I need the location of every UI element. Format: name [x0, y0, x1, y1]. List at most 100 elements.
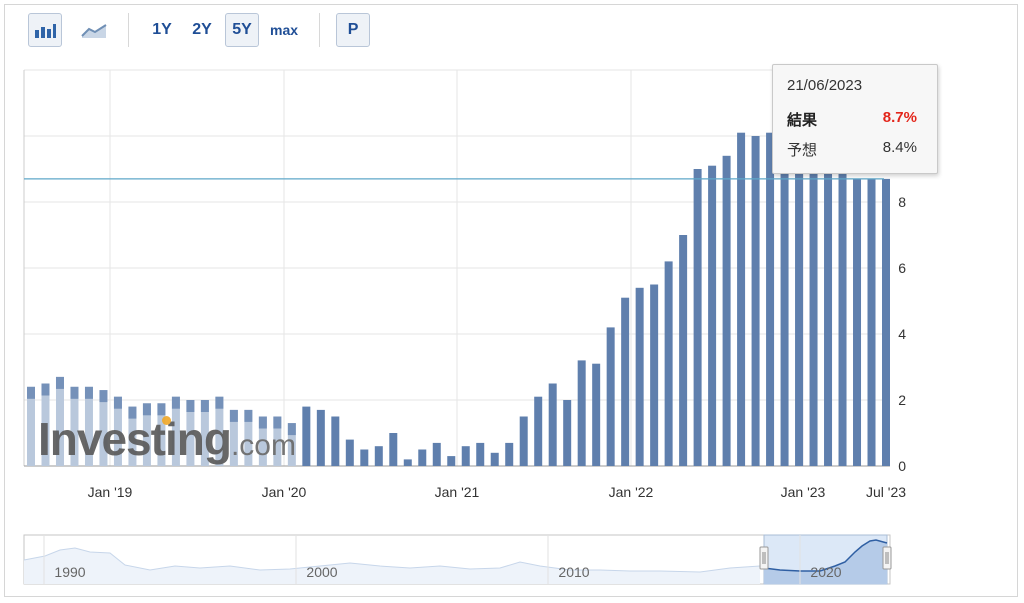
data-bar-cap — [229, 409, 238, 422]
data-bar — [722, 155, 731, 467]
x-tick-label: Jan '22 — [609, 484, 654, 500]
toolbar-divider — [319, 13, 321, 47]
data-bar — [418, 449, 427, 466]
toolbar-divider — [128, 13, 129, 47]
data-bar — [157, 403, 166, 466]
x-tick-label: Jan '21 — [435, 484, 480, 500]
data-bar — [273, 416, 282, 466]
navigator-year-label: 2000 — [306, 564, 337, 580]
data-bar — [128, 406, 137, 466]
navigator-left-handle[interactable] — [759, 546, 769, 570]
x-tick-label: Jan '19 — [88, 484, 133, 500]
data-bar-cap — [200, 400, 209, 412]
watermark-dot-icon — [162, 416, 171, 425]
watermark-suffix: .com — [230, 429, 296, 462]
data-bar — [664, 261, 673, 466]
data-bar — [490, 452, 499, 466]
bar-chart-icon — [35, 24, 56, 38]
data-bar — [316, 409, 325, 466]
data-bar — [200, 400, 209, 466]
data-bar — [795, 132, 804, 466]
navigator-history-line — [23, 547, 761, 573]
tooltip-forecast-label: 予想 — [787, 142, 818, 159]
range-5y-button[interactable]: 5Y — [225, 13, 259, 47]
line-chart-button[interactable] — [76, 13, 112, 47]
data-bar — [258, 416, 267, 466]
data-bar-cap — [55, 376, 64, 389]
data-bar — [186, 400, 195, 466]
data-bar — [882, 178, 890, 466]
data-bar — [55, 376, 64, 466]
data-bar — [505, 442, 514, 466]
p-button[interactable]: P — [336, 13, 371, 47]
data-bar-cap — [244, 409, 253, 422]
data-bar — [215, 396, 224, 466]
data-bar-cap — [70, 386, 79, 399]
data-bar — [171, 396, 180, 466]
y-tick-label: 0 — [898, 458, 906, 474]
data-bar — [27, 386, 35, 466]
y-tick-label: 4 — [898, 326, 906, 342]
bar-chart-button[interactable] — [28, 13, 62, 47]
data-bar — [389, 433, 398, 466]
tooltip-date: 21/06/2023 — [787, 77, 863, 94]
data-bar — [621, 297, 630, 466]
data-bar — [287, 423, 296, 466]
data-bar-cap — [142, 403, 151, 416]
data-tooltip: 21/06/2023 結果 8.7% 予想 8.4% — [772, 64, 938, 174]
data-bar — [229, 409, 238, 466]
data-bar-cap — [84, 386, 93, 399]
chart-toolbar: 1Y 2Y 5Y max P — [28, 12, 371, 48]
x-tick-label: Jan '23 — [781, 484, 826, 500]
data-bar — [142, 403, 151, 466]
range-2y-button[interactable]: 2Y — [192, 21, 212, 38]
data-bar — [432, 442, 441, 466]
x-tick-label: Jan '20 — [262, 484, 307, 500]
data-bar-cap — [273, 416, 282, 429]
data-bar-cap — [258, 416, 267, 429]
x-tick-label: Jul '23 — [866, 484, 906, 500]
tooltip-actual-label: 結果 — [787, 112, 818, 129]
data-bar — [461, 446, 470, 466]
data-bar-cap — [41, 383, 50, 396]
data-bar — [751, 136, 760, 466]
data-bar — [577, 360, 586, 466]
data-bar — [650, 284, 659, 466]
data-bar — [360, 449, 369, 466]
data-bar — [708, 165, 717, 466]
data-bar — [809, 162, 818, 466]
data-bar — [113, 396, 122, 466]
data-bar — [534, 396, 543, 466]
navigator-year-label: 2020 — [810, 564, 841, 580]
range-1y-button[interactable]: 1Y — [152, 21, 172, 38]
navigator-selected-line — [763, 539, 888, 572]
data-bar — [331, 416, 340, 466]
investing-watermark: Investing.com — [38, 412, 296, 466]
data-bar-cap — [99, 390, 108, 403]
navigator-year-label: 2010 — [558, 564, 589, 580]
data-bar-cap — [171, 396, 180, 409]
data-bar — [635, 287, 644, 466]
data-bar-cap — [128, 406, 137, 419]
data-bar — [737, 132, 746, 466]
tooltip-actual-value: 8.7% — [882, 109, 917, 126]
data-bar — [766, 132, 775, 466]
data-bar-cap — [215, 396, 224, 409]
range-max-button[interactable]: max — [270, 22, 299, 38]
data-bar-cap — [157, 403, 166, 416]
data-bar — [476, 442, 485, 466]
line-chart-icon — [81, 24, 107, 38]
data-bar — [519, 416, 528, 466]
data-bar — [70, 386, 79, 466]
watermark-brand: Investing — [38, 413, 232, 465]
data-bar — [302, 406, 311, 466]
tooltip-forecast-value: 8.4% — [882, 139, 917, 156]
navigator-year-label: 1990 — [54, 564, 85, 580]
data-bar — [41, 383, 50, 466]
navigator-right-handle[interactable] — [882, 546, 892, 570]
data-bar — [548, 383, 557, 466]
data-bar-cap — [287, 423, 296, 436]
data-bar-cap — [186, 400, 195, 412]
data-bar-cap — [113, 396, 122, 409]
